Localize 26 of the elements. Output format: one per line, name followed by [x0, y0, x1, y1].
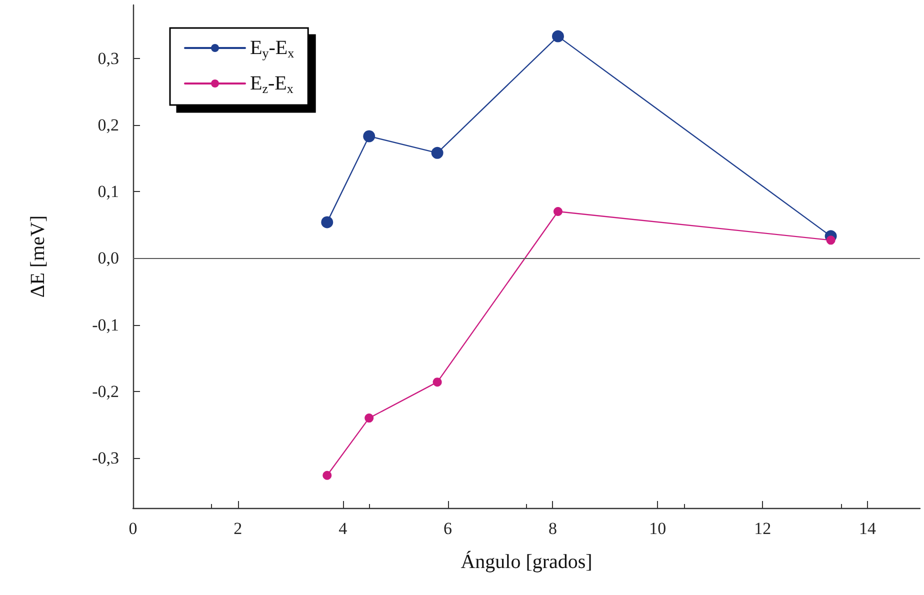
- point: [431, 146, 444, 159]
- x-tick-label: 6: [444, 519, 452, 538]
- x-tick-label: 8: [548, 519, 557, 538]
- x-tick-label: 12: [754, 519, 772, 538]
- x-tick-label: 10: [649, 519, 666, 538]
- y-tick-label: -0,2: [92, 382, 119, 401]
- y-tick-label: -0,1: [92, 315, 119, 334]
- point: [322, 470, 332, 480]
- x-tick-label: 14: [859, 519, 877, 538]
- y-tick-label: -0,3: [92, 448, 119, 468]
- y-tick-label: 0,1: [98, 182, 119, 202]
- point: [826, 236, 836, 245]
- y-axis-title: ΔE [meV]: [27, 215, 49, 298]
- point: [432, 378, 442, 387]
- y-tick-label: 0,2: [98, 115, 119, 134]
- point: [321, 216, 334, 228]
- x-tick-label: 4: [338, 519, 348, 538]
- point: [553, 207, 562, 216]
- y-tick-label: 0,0: [98, 248, 119, 268]
- point: [363, 130, 376, 142]
- x-axis-title: Ángulo [grados]: [460, 550, 592, 573]
- point: [552, 30, 564, 42]
- y-tick-label: 0,3: [98, 48, 119, 68]
- x-tick-label: 2: [234, 519, 242, 538]
- x-tick-label: 0: [128, 519, 138, 538]
- point: [364, 414, 374, 423]
